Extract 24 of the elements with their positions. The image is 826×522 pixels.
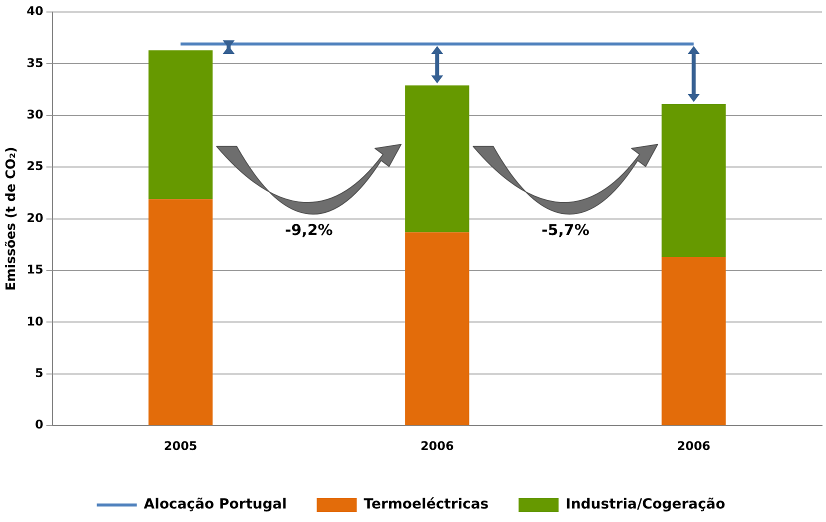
legend-label: Industria/Cogeração xyxy=(566,496,726,513)
bar xyxy=(148,50,213,200)
y-tick-label: 40 xyxy=(26,4,44,18)
bar xyxy=(148,199,213,426)
y-tick-label: 35 xyxy=(26,56,44,70)
x-tick-label: 2005 xyxy=(164,438,198,453)
bar xyxy=(662,104,726,258)
y-tick-label: 10 xyxy=(26,314,44,328)
legend-label: Alocação Portugal xyxy=(144,496,287,513)
y-tick-label: 20 xyxy=(26,210,44,225)
x-tick-label: 2006 xyxy=(677,438,710,453)
bar xyxy=(662,257,726,426)
bar xyxy=(405,232,470,426)
y-tick-label: 30 xyxy=(26,108,44,122)
legend-label: Termoeléctricas xyxy=(364,496,489,513)
y-tick-label: 0 xyxy=(34,418,44,432)
y-tick-label: 15 xyxy=(26,262,44,277)
y-tick-label: 25 xyxy=(26,159,44,174)
annotation: -5,7% xyxy=(542,221,590,240)
bar xyxy=(405,85,470,232)
x-tick-label: 2006 xyxy=(420,438,454,453)
y-axis-title: Emissões (t de CO₂) xyxy=(4,146,20,291)
annotation: -9,2% xyxy=(284,221,333,240)
y-tick-label: 5 xyxy=(34,366,44,380)
